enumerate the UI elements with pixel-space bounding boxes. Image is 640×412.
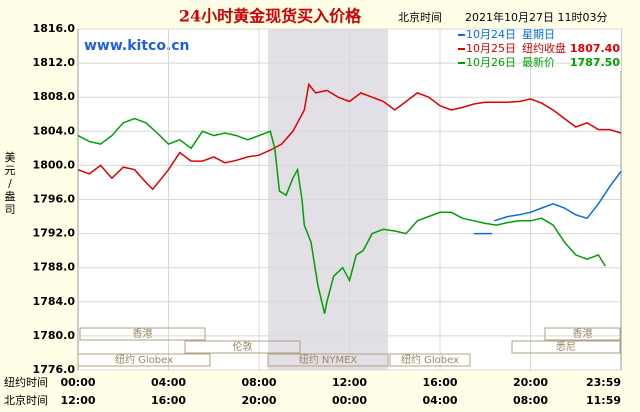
y-tick-label: 1776.0 (33, 363, 76, 376)
session-label: 香港 (133, 328, 153, 340)
y-axis-label-char: 盎 (5, 189, 16, 203)
legend-value: 1807.40 (570, 42, 620, 55)
chart-title: 24小时黄金现货买入价格 (179, 7, 362, 26)
watermark: www.kitco.cn (84, 38, 190, 54)
session-label: 纽约 Globex (401, 353, 459, 366)
y-tick-label: 1792.0 (33, 227, 76, 240)
session-bar (511, 340, 621, 354)
x-tick-label: 12:00 (332, 376, 367, 389)
series-line (77, 82, 622, 191)
y-tick-label: 1796.0 (33, 193, 76, 206)
session-label: 悉尼 (556, 341, 576, 353)
y-tick-label: 1812.0 (33, 56, 76, 69)
y-tick-label: 1800.0 (33, 158, 76, 171)
session-label: 纽约 NYMEX (299, 353, 358, 366)
series-line (473, 170, 622, 235)
x2-tick-label: 00:00 (332, 394, 367, 407)
x2-axis-name: 北京时间 (4, 393, 48, 407)
y-axis-label-char: 美 (5, 151, 16, 164)
legend-name: 10月24日 (466, 28, 516, 41)
x-axis-name: 纽约时间 (4, 375, 48, 389)
x-tick-label: 00:00 (60, 376, 95, 389)
x2-tick-label: 16:00 (151, 394, 186, 407)
x2-tick-label: 12:00 (60, 394, 95, 407)
legend-name: 10月26日 (466, 56, 516, 69)
y-tick-label: 1784.0 (33, 295, 76, 308)
y-tick-label: 1788.0 (33, 261, 76, 274)
session-bar (389, 353, 471, 367)
y-tick-label: 1816.0 (33, 22, 76, 35)
legend-note: 星期日 (522, 28, 555, 41)
y-tick-label: 1808.0 (33, 90, 76, 103)
legend-value: 1787.50 (570, 56, 620, 69)
x-tick-label: 16:00 (422, 376, 457, 389)
x2-tick-label: 11:59 (586, 394, 621, 407)
y-tick-label: 1780.0 (33, 329, 76, 342)
legend-box (455, 28, 621, 71)
session-label: 香港 (573, 328, 593, 340)
legend-name: 10月25日 (466, 42, 516, 55)
session-bar (267, 353, 389, 367)
legend-note: 纽约收盘 (522, 41, 566, 55)
session-bar (184, 340, 301, 354)
x-tick-label: 08:00 (241, 376, 276, 389)
x2-tick-label: 04:00 (422, 394, 457, 407)
y-axis-label-char: 元 (5, 164, 16, 177)
y-tick-label: 1804.0 (33, 124, 76, 137)
y-axis-label-char: / (8, 177, 12, 190)
timestamp: 2021年10月27日 11时03分 (465, 10, 607, 24)
session-bar (544, 327, 621, 341)
x-tick-label: 23:59 (586, 376, 621, 389)
legend-note: 最新价 (522, 55, 555, 69)
y-axis-label: 美元/盎司 (5, 151, 16, 216)
session-label: 伦敦 (233, 340, 253, 353)
x-tick-label: 04:00 (151, 376, 186, 389)
session-bar (77, 353, 211, 367)
x2-tick-label: 08:00 (513, 394, 548, 407)
session-label: 纽约 Globex (115, 353, 173, 366)
time-header: 北京时间 (398, 10, 442, 24)
y-axis-label-char: 司 (5, 203, 16, 216)
session-bar (79, 327, 206, 341)
x-tick-label: 20:00 (513, 376, 548, 389)
series-line (77, 117, 606, 314)
x2-tick-label: 20:00 (241, 394, 276, 407)
